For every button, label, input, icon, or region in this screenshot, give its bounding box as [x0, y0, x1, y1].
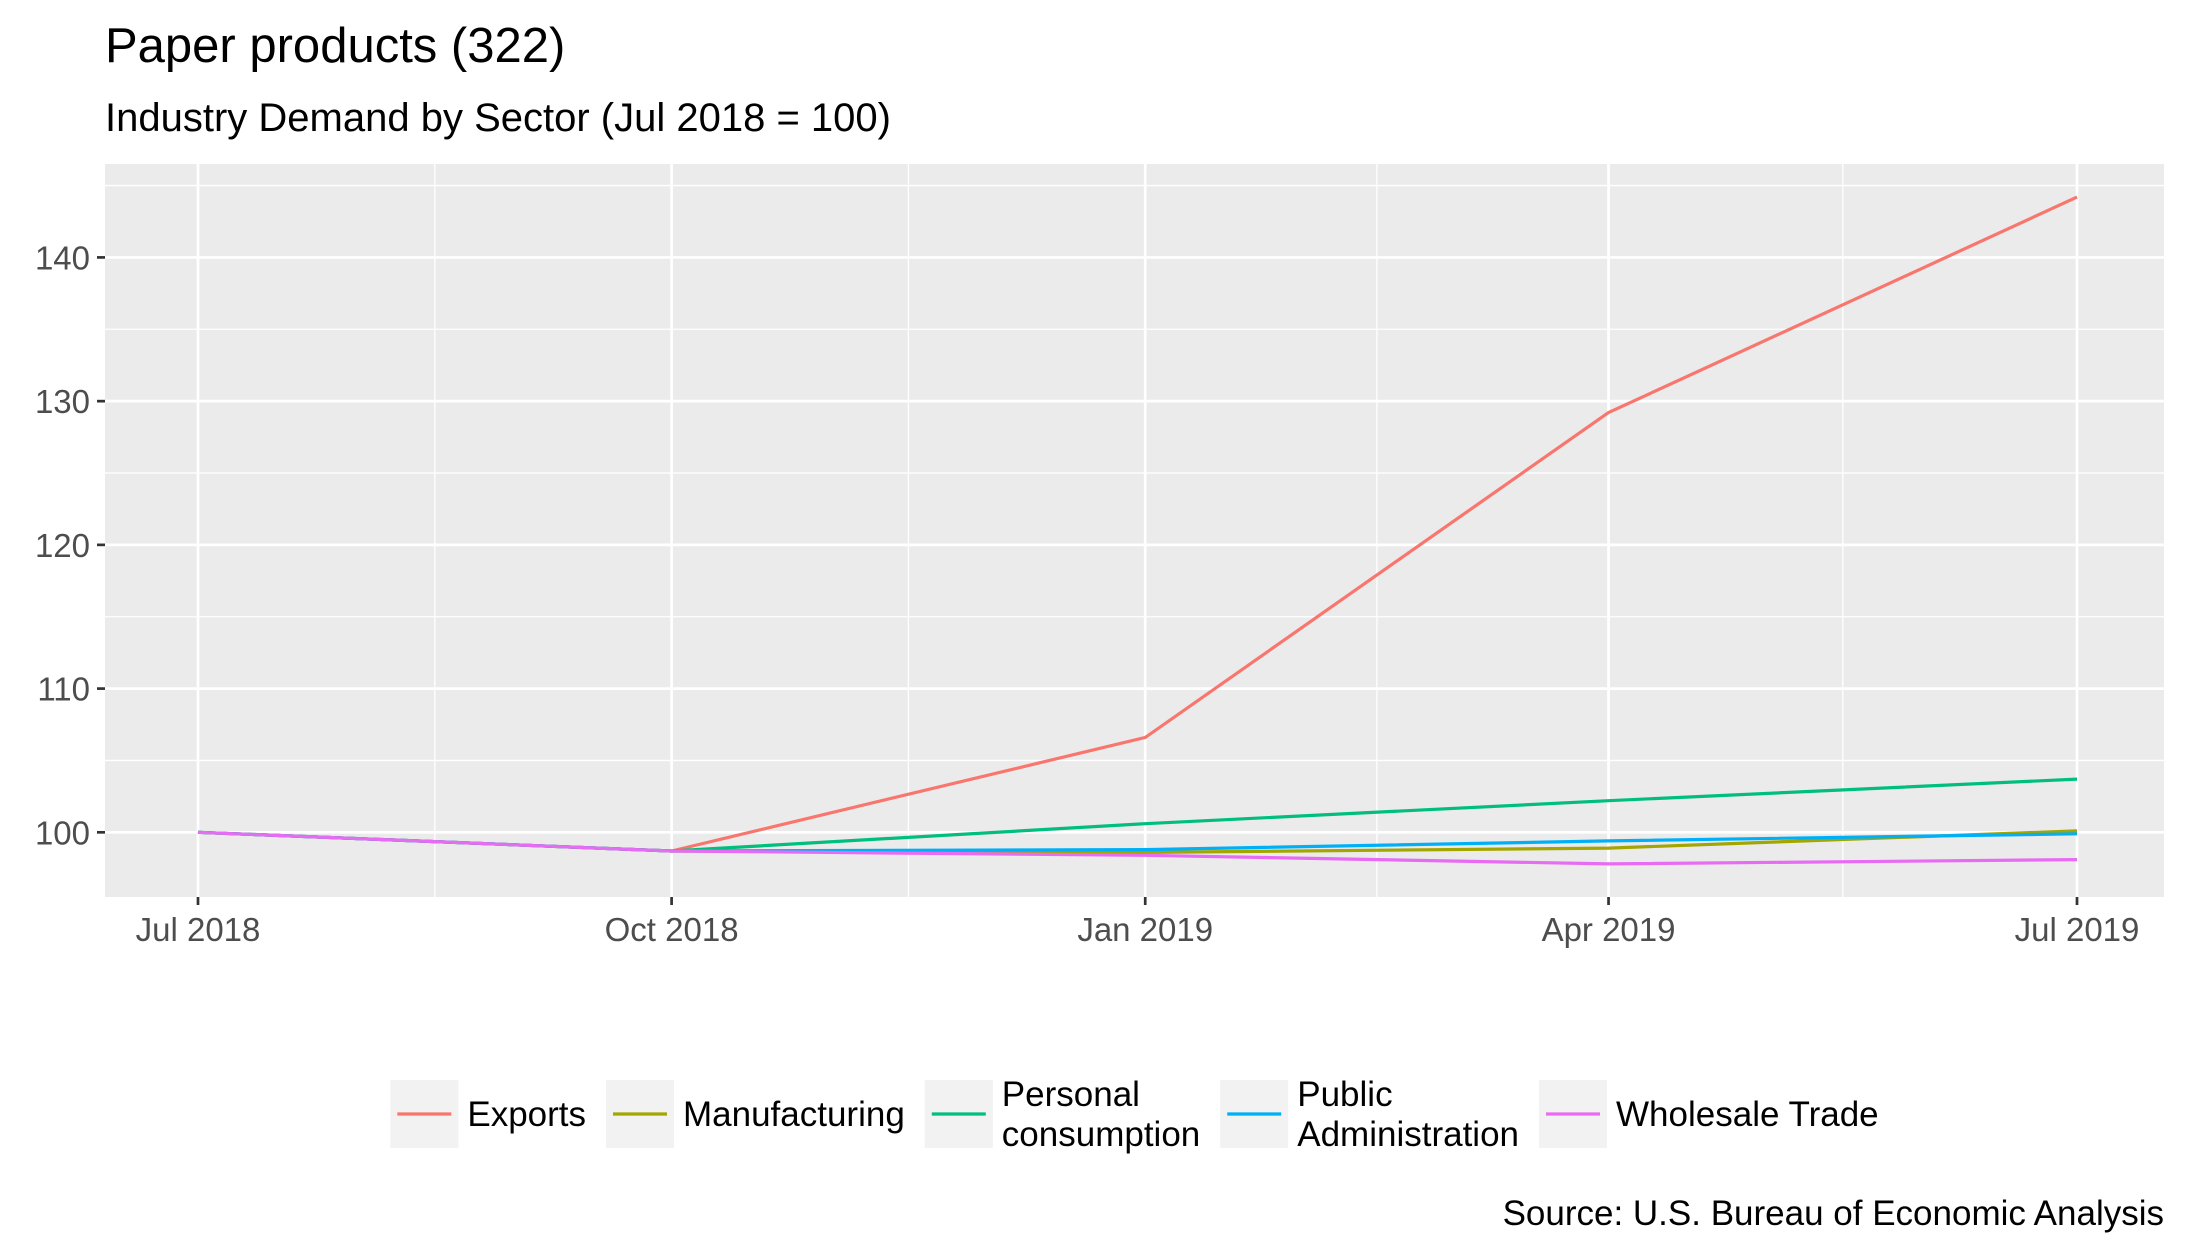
chart-title: Paper products (322)	[105, 19, 565, 73]
x-tick-label: Jan 2019	[1077, 911, 1213, 948]
legend-label: Wholesale Trade	[1616, 1095, 1879, 1134]
chart-caption: Source: U.S. Bureau of Economic Analysis	[1503, 1194, 2164, 1233]
x-tick-label: Apr 2019	[1542, 911, 1676, 948]
legend-label: Public Administration	[1297, 1075, 1519, 1154]
y-tick-label: 130	[35, 383, 90, 420]
x-tick-label: Oct 2018	[605, 911, 739, 948]
plot-area: 100 110 120 130 140 Jul 2018 Oct 2018 Jan 2019 A…	[35, 164, 2164, 948]
y-tick-label: 110	[37, 671, 90, 708]
y-tick-label: 140	[35, 239, 90, 276]
x-tick-label: Jul 2018	[136, 911, 261, 948]
x-tick-label: Jul 2019	[2015, 911, 2140, 948]
legend-label: Personal consumption	[1002, 1075, 1200, 1154]
legend: Exports Manufacturing Personal consumption P…	[390, 1075, 1879, 1154]
y-tick-label: 100	[35, 814, 90, 851]
chart-subtitle: Industry Demand by Sector (Jul 2018 = 10…	[105, 96, 891, 140]
y-tick-label: 120	[35, 527, 90, 564]
series-line	[197, 830, 2078, 866]
plot-panel	[105, 164, 2164, 897]
legend-label: Exports	[467, 1095, 586, 1134]
legend-label: Manufacturing	[683, 1095, 905, 1134]
